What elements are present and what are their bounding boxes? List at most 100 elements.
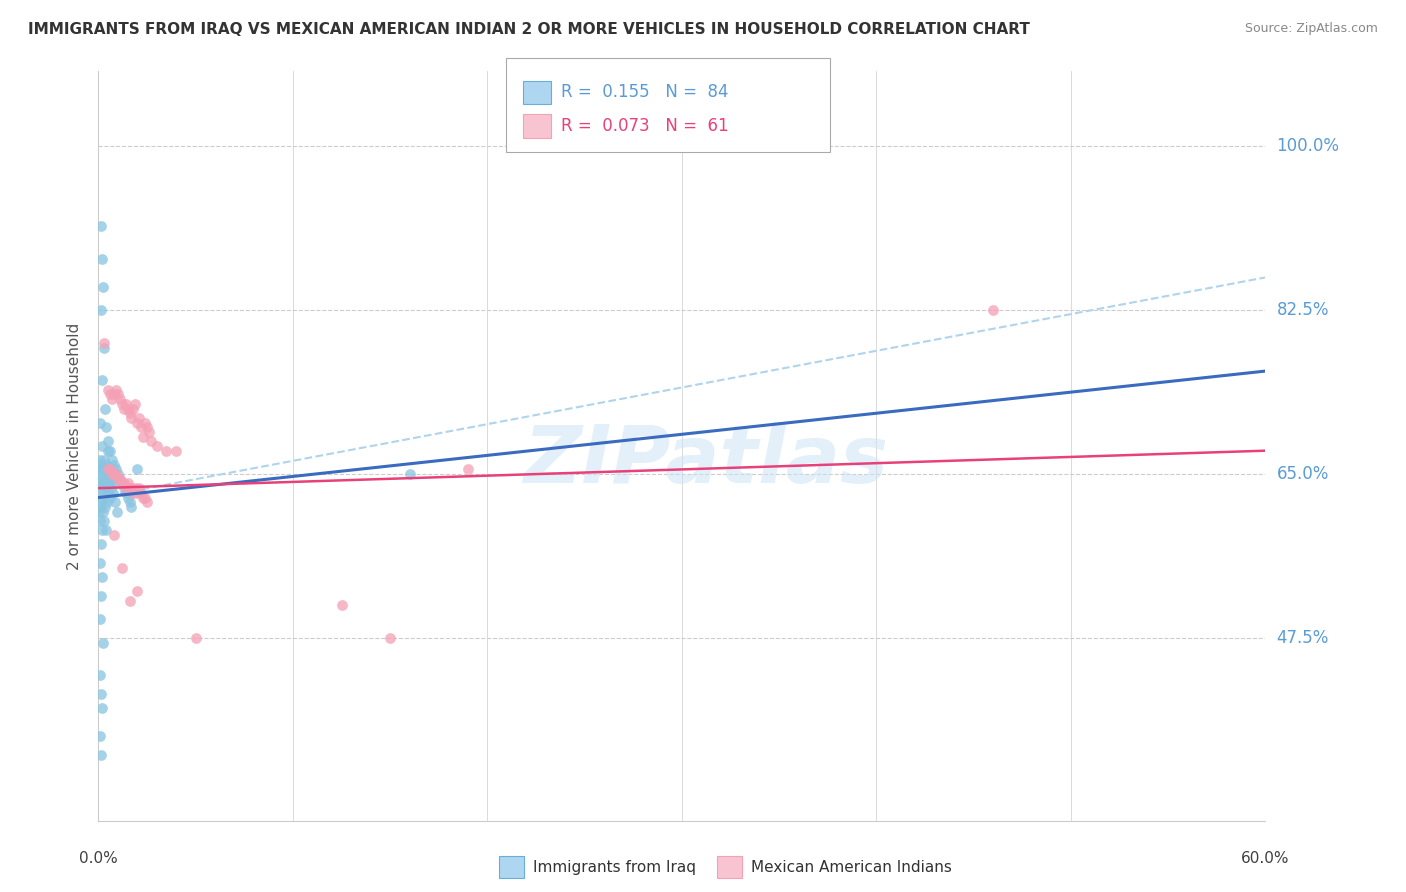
Point <box>146 439 169 453</box>
Point <box>94 500 117 514</box>
Text: 47.5%: 47.5% <box>1277 629 1329 647</box>
Point <box>118 593 141 607</box>
Point <box>90 458 112 472</box>
Y-axis label: 2 or more Vehicles in Household: 2 or more Vehicles in Household <box>67 322 83 570</box>
Point <box>93 514 115 528</box>
Point <box>104 383 127 397</box>
Point <box>122 401 145 416</box>
Point <box>91 485 114 500</box>
Point <box>91 570 114 584</box>
Point <box>380 631 402 645</box>
Point <box>104 476 127 491</box>
Point <box>103 458 125 472</box>
Point <box>93 336 115 351</box>
Point <box>101 453 124 467</box>
Point <box>94 467 117 482</box>
Point <box>101 485 124 500</box>
Point <box>136 420 159 434</box>
Point <box>93 341 115 355</box>
Point <box>96 495 118 509</box>
Point <box>121 481 143 495</box>
Point <box>89 500 111 514</box>
Point <box>118 481 141 495</box>
Point <box>111 561 134 575</box>
Point <box>107 467 129 482</box>
Point <box>90 747 112 762</box>
Point <box>89 481 111 495</box>
Point <box>127 462 149 476</box>
Point <box>117 401 139 416</box>
Point <box>100 481 122 495</box>
Point <box>98 476 121 491</box>
Point <box>96 481 118 495</box>
Point <box>112 401 135 416</box>
Text: Immigrants from Iraq: Immigrants from Iraq <box>533 860 696 874</box>
Point <box>93 476 115 491</box>
Point <box>124 397 146 411</box>
Point <box>105 505 128 519</box>
Point <box>93 453 115 467</box>
Point <box>121 500 143 514</box>
Point <box>101 467 124 482</box>
Point <box>96 524 118 538</box>
Text: R =  0.155   N =  84: R = 0.155 N = 84 <box>561 83 728 101</box>
Text: ZIPatlas: ZIPatlas <box>523 422 887 500</box>
Point <box>103 472 125 486</box>
Point <box>103 467 125 482</box>
Point <box>98 462 121 476</box>
Point <box>128 410 150 425</box>
Point <box>91 472 114 486</box>
Point <box>96 420 118 434</box>
Point <box>104 495 127 509</box>
Point <box>114 397 136 411</box>
Point <box>107 472 129 486</box>
Point <box>97 467 120 482</box>
Point <box>118 495 141 509</box>
Point <box>103 528 125 542</box>
Point <box>89 462 111 476</box>
Point <box>118 406 141 420</box>
Point <box>108 472 131 486</box>
Point <box>127 584 149 599</box>
Point <box>155 443 177 458</box>
Point <box>138 425 160 439</box>
Point <box>111 476 134 491</box>
Point <box>89 453 111 467</box>
Point <box>134 416 156 430</box>
Point <box>114 485 136 500</box>
Point <box>398 467 420 482</box>
Point <box>91 462 114 476</box>
Point <box>90 303 112 318</box>
Point <box>91 635 114 649</box>
Point <box>117 491 139 505</box>
Point <box>129 420 152 434</box>
Point <box>96 472 118 486</box>
Point <box>136 495 159 509</box>
Point <box>91 252 114 266</box>
Point <box>89 514 111 528</box>
Point <box>97 434 120 449</box>
Point <box>134 491 156 505</box>
Point <box>111 476 134 491</box>
Point <box>112 476 135 491</box>
Point <box>96 458 118 472</box>
Point <box>111 397 134 411</box>
Point <box>184 631 207 645</box>
Point <box>330 599 353 613</box>
Text: 65.0%: 65.0% <box>1277 465 1329 483</box>
Text: 82.5%: 82.5% <box>1277 301 1329 319</box>
Point <box>122 485 145 500</box>
Point <box>124 481 146 495</box>
Point <box>127 485 149 500</box>
Point <box>98 462 121 476</box>
Point <box>128 481 150 495</box>
Point <box>90 495 112 509</box>
Point <box>89 612 111 626</box>
Text: 0.0%: 0.0% <box>79 851 118 866</box>
Point <box>91 524 114 538</box>
Point <box>97 443 120 458</box>
Point <box>104 462 127 476</box>
Point <box>90 537 112 551</box>
Text: R =  0.073   N =  61: R = 0.073 N = 61 <box>561 117 728 135</box>
Text: Source: ZipAtlas.com: Source: ZipAtlas.com <box>1244 22 1378 36</box>
